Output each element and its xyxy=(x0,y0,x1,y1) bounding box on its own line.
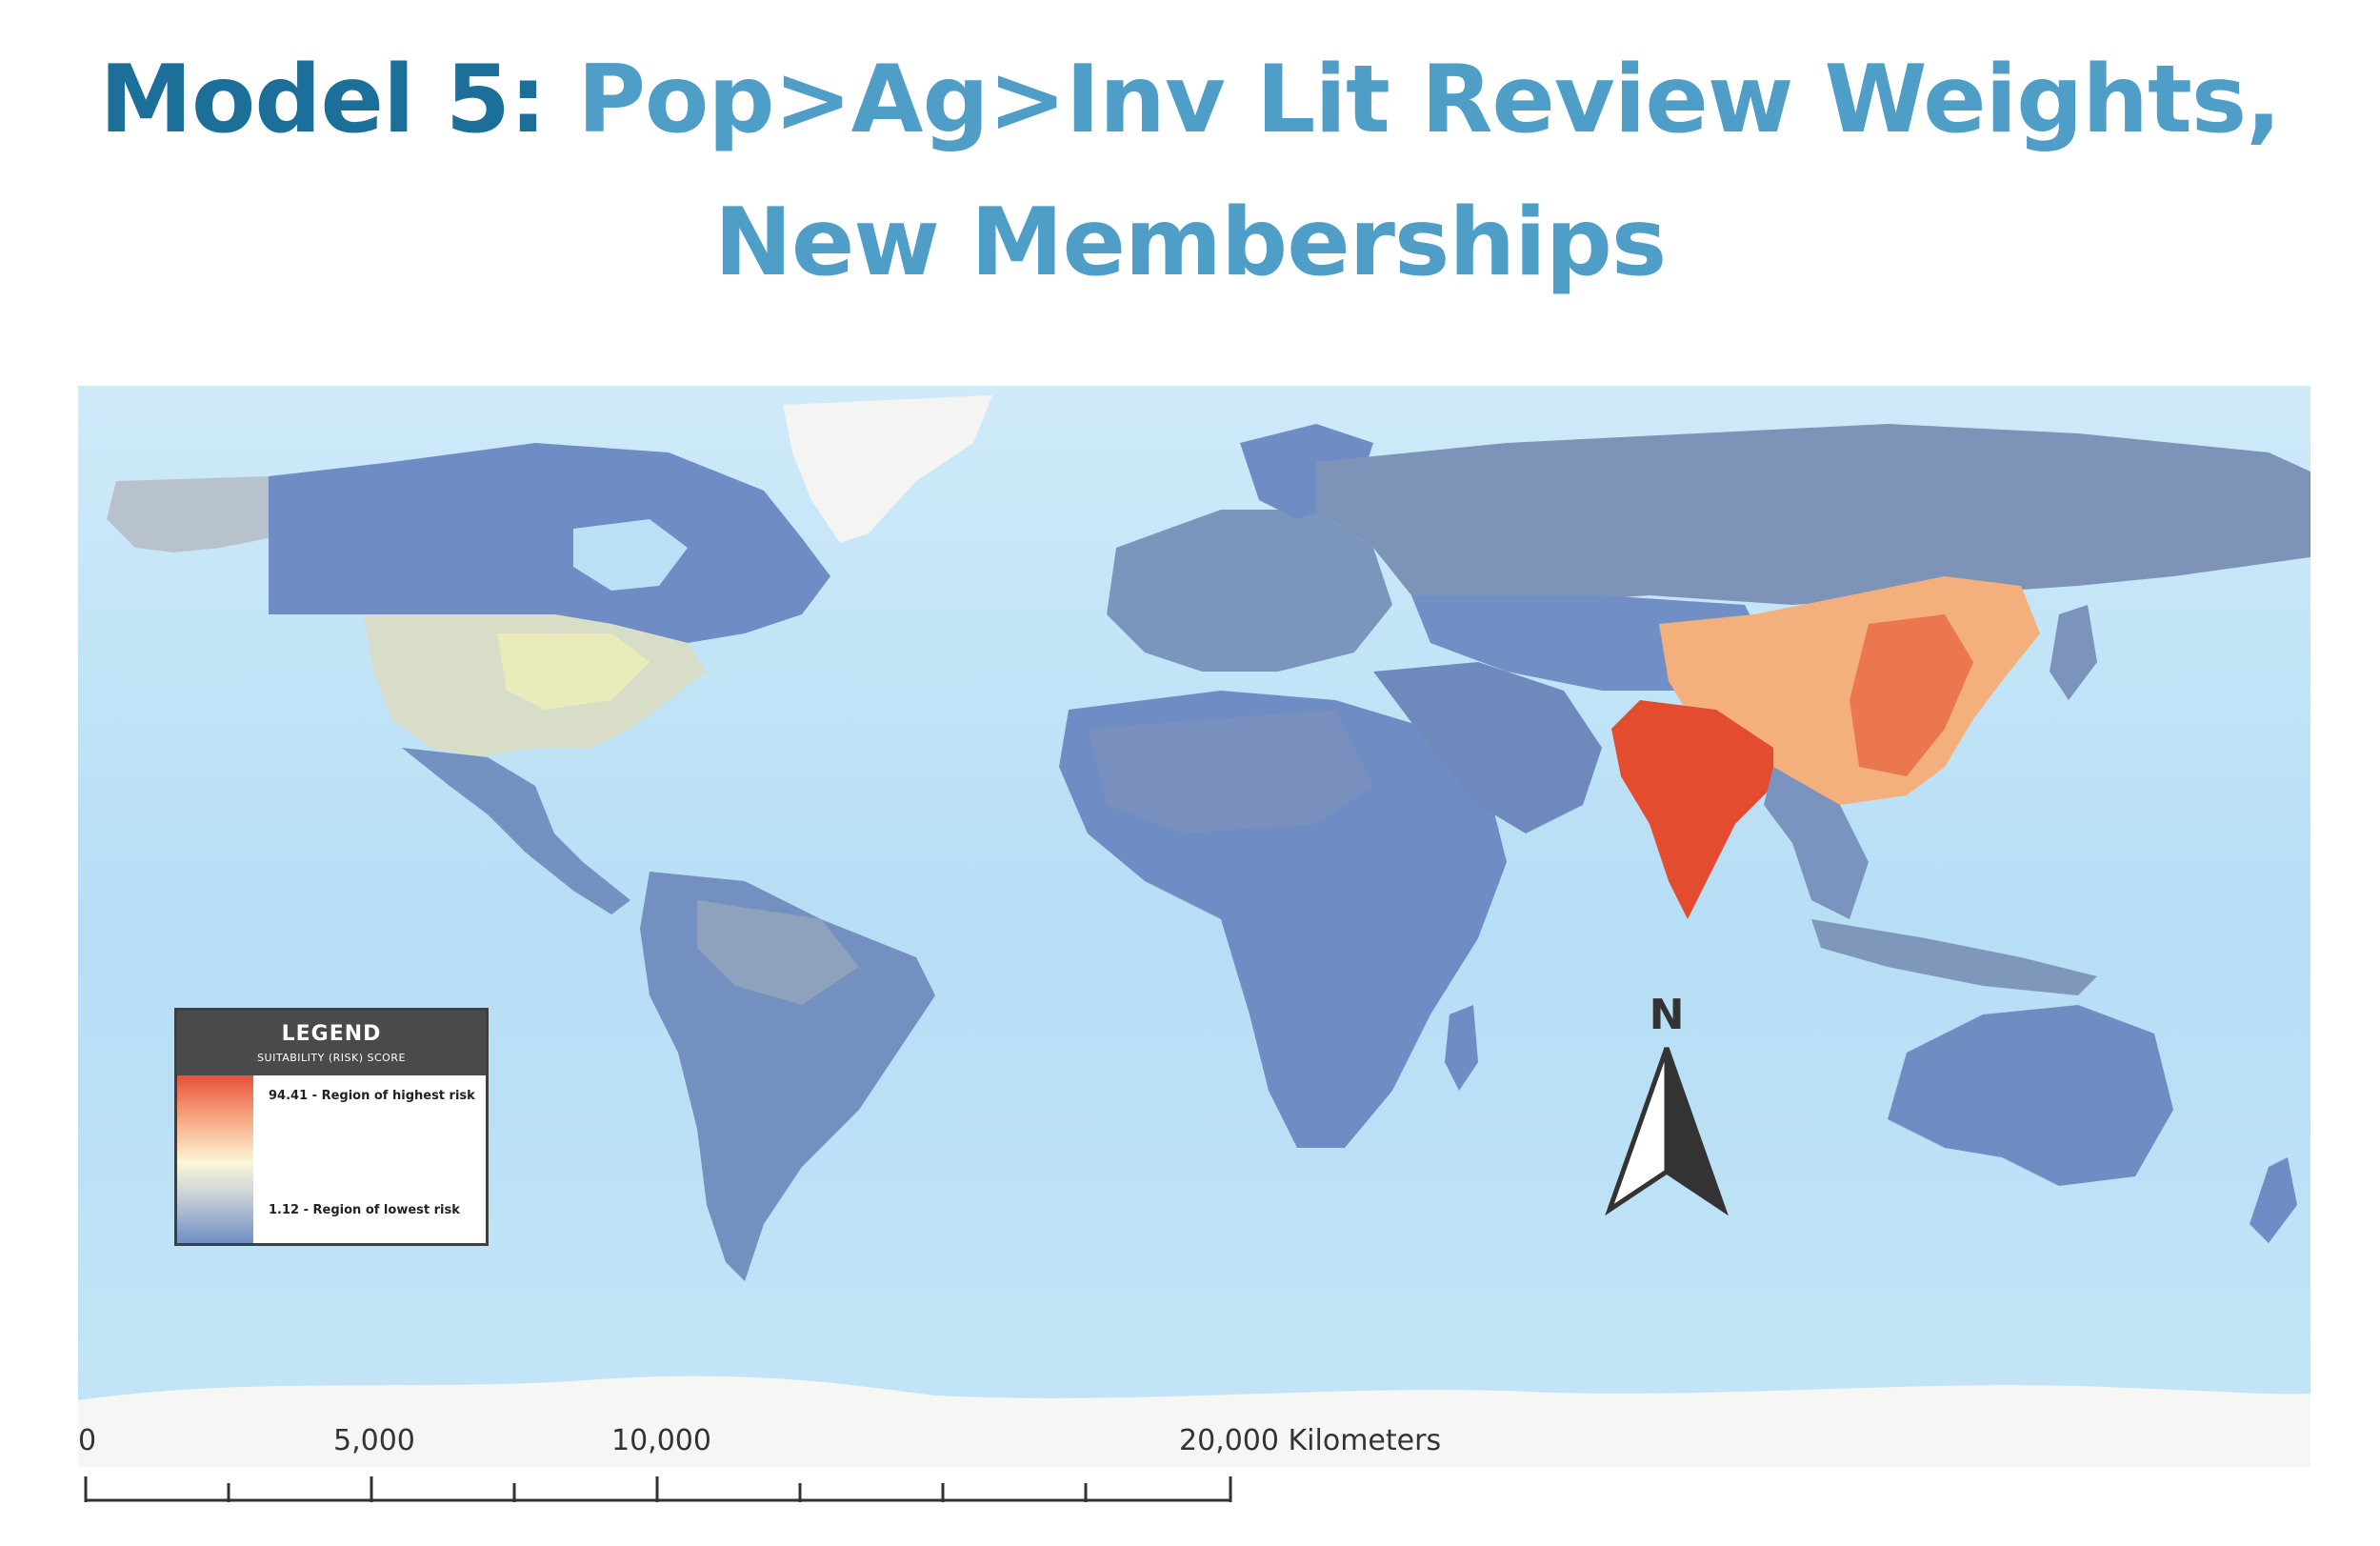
legend-header: LEGEND SUITABILITY (RISK) SCORE xyxy=(177,1011,486,1075)
title-description-line2: New Memberships xyxy=(713,189,1667,297)
scale-label-10000: 10,000 xyxy=(611,1424,711,1457)
scale-bar-ruler xyxy=(84,1476,1232,1502)
legend-subtitle: SUITABILITY (RISK) SCORE xyxy=(257,1052,406,1064)
us-hotspots xyxy=(497,633,650,710)
greenland xyxy=(783,395,992,543)
south-america xyxy=(640,872,935,1281)
japan xyxy=(2050,605,2097,700)
southeast-asia xyxy=(1764,767,1869,919)
title-model-number: Model 5: xyxy=(99,46,548,154)
title-description-line1: Pop>Ag>Inv Lit Review Weights, xyxy=(546,46,2281,154)
north-letter: N xyxy=(1649,991,1685,1039)
world-risk-map xyxy=(78,386,2310,1467)
scale-bar: 0 5,000 10,000 20,000 Kilometers xyxy=(67,1424,1448,1529)
russia xyxy=(1316,424,2310,605)
legend-title: LEGEND xyxy=(281,1022,382,1046)
east-china-hotspot xyxy=(1850,614,1973,776)
alaska xyxy=(107,476,269,552)
canada xyxy=(269,443,830,643)
madagascar xyxy=(1445,1005,1478,1091)
europe xyxy=(1107,510,1392,672)
legend-high-label: 94.41 - Region of highest risk xyxy=(269,1089,475,1103)
scale-label-20000: 20,000 Kilometers xyxy=(1179,1424,1442,1457)
hudson-bay xyxy=(573,519,688,591)
australia xyxy=(1888,1005,2173,1186)
world-map-graphic xyxy=(78,386,2310,1467)
legend-color-ramp xyxy=(177,1075,253,1243)
legend: LEGEND SUITABILITY (RISK) SCORE 94.41 - … xyxy=(174,1008,489,1246)
map-title: Model 5: Pop>Ag>Inv Lit Review Weights, … xyxy=(0,29,2380,314)
scale-label-5000: 5,000 xyxy=(333,1424,415,1457)
new-zealand xyxy=(2250,1157,2297,1243)
amazon-region xyxy=(697,900,859,1005)
india xyxy=(1611,700,1773,919)
mexico-central-america xyxy=(402,748,630,914)
north-arrow: N xyxy=(1600,991,1733,1219)
sahara xyxy=(1088,710,1373,833)
middle-east xyxy=(1373,662,1602,833)
legend-low-label: 1.12 - Region of lowest risk xyxy=(269,1203,460,1217)
indonesia xyxy=(1811,919,2097,995)
antarctica xyxy=(78,1375,2310,1467)
north-arrow-icon xyxy=(1605,1047,1729,1216)
scale-label-0: 0 xyxy=(78,1424,97,1457)
